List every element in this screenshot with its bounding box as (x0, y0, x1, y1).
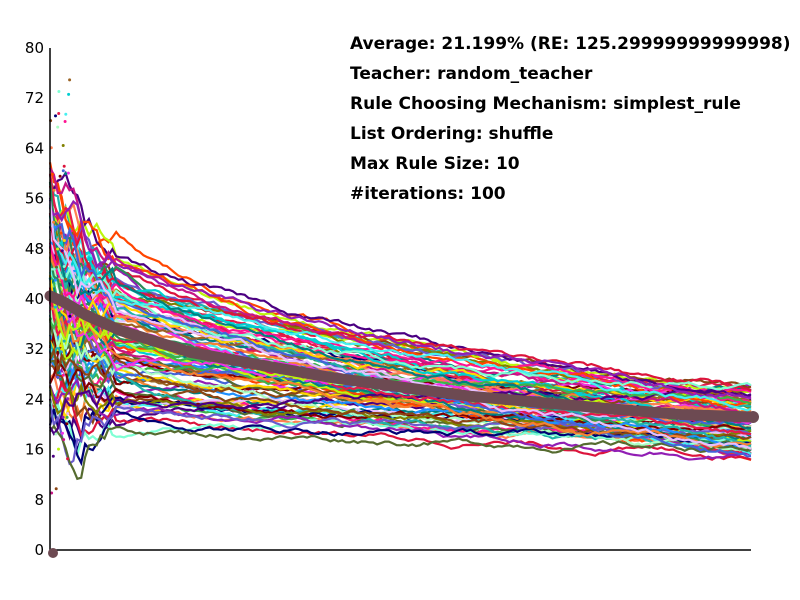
series-line (49, 170, 752, 403)
series-line (48, 306, 752, 451)
early-point (55, 265, 58, 269)
early-point (68, 78, 72, 82)
early-point (52, 220, 56, 224)
early-point (54, 114, 57, 118)
iterations-label: #iterations: 100 (350, 184, 506, 204)
series-line (48, 162, 752, 409)
early-point (62, 239, 66, 242)
early-point (59, 344, 63, 348)
early-point (67, 92, 71, 96)
early-point (62, 357, 66, 361)
series-line (48, 377, 752, 461)
early-point (64, 277, 68, 281)
early-point (51, 454, 55, 458)
series-layer (48, 78, 752, 495)
start-marker (48, 548, 58, 558)
early-point (62, 438, 66, 442)
early-point (57, 112, 61, 115)
y-tick-label: 80 (25, 39, 44, 57)
series-line (48, 346, 752, 441)
early-point (68, 314, 72, 318)
early-point (64, 112, 68, 116)
early-point (56, 125, 60, 129)
series-line (49, 379, 752, 461)
early-point (66, 457, 70, 461)
early-point (61, 415, 65, 419)
average-series-layer (44, 290, 757, 423)
early-point (54, 432, 58, 436)
early-point (56, 247, 59, 251)
early-point (57, 447, 60, 451)
rule-mechanism-label: Rule Choosing Mechanism: simplest_rule (350, 94, 741, 114)
y-tick-label: 32 (25, 340, 44, 358)
early-point (62, 265, 66, 268)
early-point (52, 188, 56, 192)
early-point (53, 305, 57, 309)
early-point (60, 249, 64, 253)
y-tick-label: 56 (25, 190, 44, 208)
y-tick-labels: 0 8 16 24 32 40 48 56 64 72 80 (25, 39, 44, 559)
early-point (62, 164, 66, 168)
early-point (61, 169, 65, 173)
early-point (64, 370, 68, 374)
y-tick-label: 72 (25, 89, 44, 107)
early-point (54, 487, 58, 491)
series-line (48, 381, 752, 440)
series-line (48, 247, 752, 404)
early-point (53, 225, 57, 229)
early-point (61, 144, 65, 147)
early-point (61, 373, 65, 377)
y-tick-label: 0 (34, 541, 44, 559)
average-label: Average: 21.199% (RE: 125.29999999999998… (350, 34, 791, 54)
early-point (66, 171, 70, 175)
early-point (64, 388, 68, 392)
early-point (59, 377, 62, 381)
y-tick-label: 16 (25, 441, 44, 459)
early-point (66, 412, 70, 416)
series-line (48, 212, 752, 392)
y-tick-label: 64 (25, 139, 44, 157)
early-point (64, 172, 68, 176)
early-point (66, 397, 70, 401)
y-tick-label: 40 (25, 290, 44, 308)
early-point (58, 174, 62, 178)
series-line (49, 424, 752, 481)
early-point (63, 120, 67, 123)
y-tick-label: 8 (34, 491, 44, 509)
early-point (57, 90, 61, 93)
list-ordering-label: List Ordering: shuffle (350, 124, 554, 144)
series-line (49, 306, 752, 449)
markers (48, 410, 759, 558)
early-point (66, 320, 70, 324)
y-tick-label: 24 (25, 390, 44, 408)
max-rule-size-label: Max Rule Size: 10 (350, 154, 520, 174)
early-point (65, 422, 69, 426)
series-line (48, 201, 752, 450)
teacher-label: Teacher: random_teacher (350, 64, 593, 84)
average-series-line (44, 290, 757, 423)
y-tick-label: 48 (25, 240, 44, 258)
series-line (49, 264, 752, 391)
early-point (56, 375, 60, 379)
early-point (65, 415, 69, 419)
end-marker (747, 410, 759, 423)
early-point (51, 172, 54, 176)
early-point (50, 491, 54, 495)
early-point (62, 339, 66, 343)
early-point (59, 231, 63, 235)
early-point (61, 431, 64, 435)
series-line (49, 199, 752, 400)
early-point (57, 371, 61, 375)
early-point (54, 278, 57, 282)
